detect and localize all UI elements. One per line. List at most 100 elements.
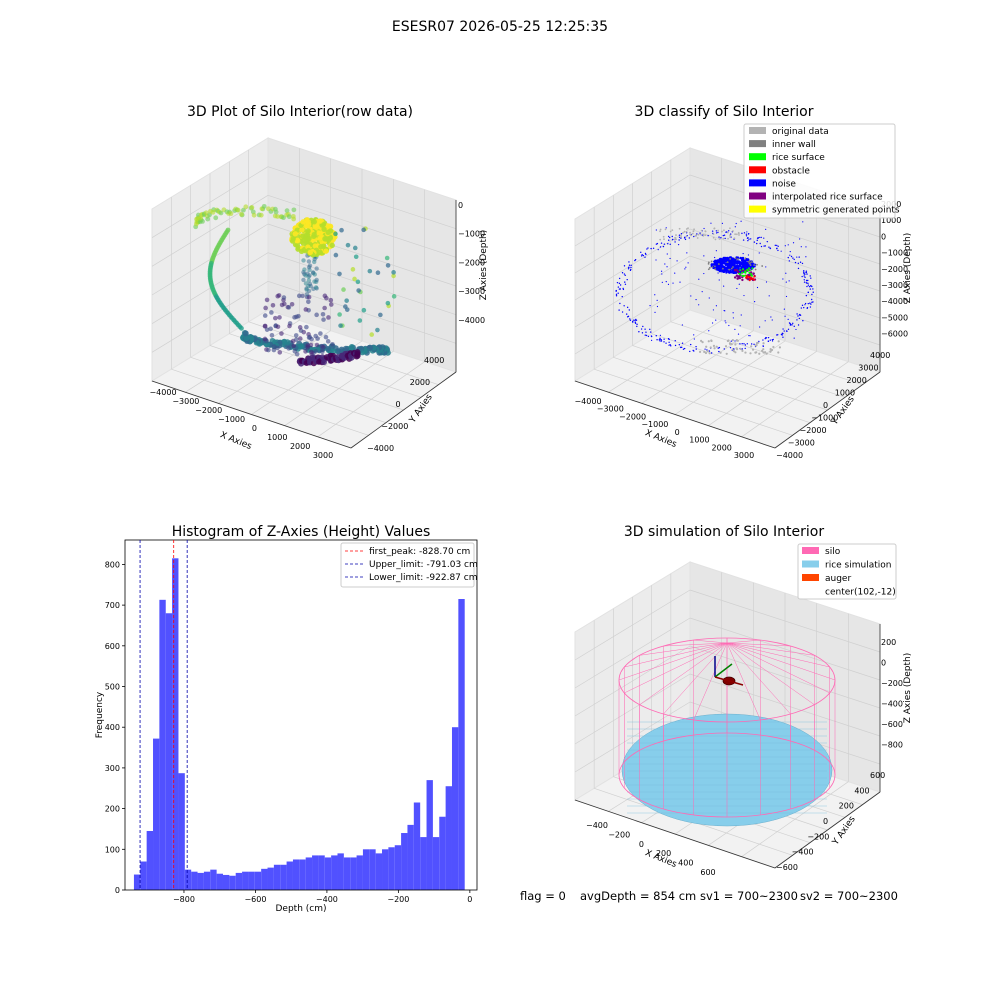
data-point xyxy=(205,216,211,222)
data-point xyxy=(718,236,720,238)
data-point xyxy=(804,273,806,275)
data-point xyxy=(325,229,331,236)
data-point xyxy=(714,256,716,259)
data-point xyxy=(713,227,716,230)
data-point xyxy=(806,307,808,310)
histogram-bar xyxy=(394,845,402,890)
data-point xyxy=(724,237,726,240)
data-point xyxy=(764,245,767,247)
histogram-bar xyxy=(216,873,223,890)
data-point xyxy=(703,272,705,275)
data-point xyxy=(801,275,803,278)
data-point xyxy=(745,233,748,235)
data-point xyxy=(715,230,718,232)
data-point xyxy=(744,257,747,260)
data-point xyxy=(669,230,672,233)
x-tick-label: 3000 xyxy=(313,451,333,460)
data-point xyxy=(622,287,624,290)
data-point xyxy=(743,294,745,297)
grid-line xyxy=(267,166,457,229)
data-point xyxy=(729,227,731,230)
data-point xyxy=(615,293,618,296)
data-point xyxy=(310,270,316,275)
data-point xyxy=(727,266,730,269)
data-point xyxy=(764,320,766,322)
histogram-bar xyxy=(197,872,204,890)
data-point xyxy=(343,304,348,309)
data-point xyxy=(715,250,717,252)
data-point xyxy=(717,229,720,232)
data-point xyxy=(687,262,689,264)
histogram-bar xyxy=(248,871,255,890)
data-point xyxy=(712,233,715,236)
data-point xyxy=(645,331,647,333)
z-tick-label: −4000 xyxy=(881,297,908,306)
data-point xyxy=(739,325,741,327)
data-point xyxy=(680,236,683,238)
data-point xyxy=(714,268,717,271)
data-point xyxy=(745,274,748,277)
y-tick-label: 0 xyxy=(396,400,401,409)
data-point xyxy=(811,293,813,296)
legend-swatch xyxy=(749,179,766,187)
z-tick-label: −6000 xyxy=(881,330,908,339)
data-point xyxy=(656,305,659,308)
data-point xyxy=(304,287,309,292)
data-point xyxy=(684,268,686,270)
histogram-bar xyxy=(165,613,173,890)
data-point xyxy=(747,254,750,256)
data-point xyxy=(321,226,327,233)
data-point xyxy=(630,264,632,267)
data-point xyxy=(722,237,725,240)
data-point xyxy=(659,228,662,231)
data-point xyxy=(739,343,741,345)
data-point xyxy=(302,267,307,272)
data-point xyxy=(796,319,798,321)
data-point xyxy=(618,277,621,280)
data-point xyxy=(677,244,680,246)
data-point xyxy=(683,237,686,239)
histogram-bar xyxy=(159,599,166,890)
data-point xyxy=(304,324,309,330)
data-point xyxy=(647,247,649,249)
data-point xyxy=(789,324,792,326)
data-point xyxy=(264,327,270,332)
data-point xyxy=(797,267,800,270)
data-point xyxy=(707,268,710,271)
data-point xyxy=(357,318,363,323)
data-point xyxy=(301,237,308,243)
histogram-bar xyxy=(375,853,383,890)
data-point xyxy=(725,262,728,265)
data-point xyxy=(727,237,729,240)
raw-z-axis-label: Z Axies (Depth) xyxy=(479,230,489,301)
data-point xyxy=(741,261,744,264)
data-point xyxy=(663,341,665,343)
data-point xyxy=(760,236,762,239)
data-point xyxy=(644,334,646,336)
data-point xyxy=(787,318,789,320)
legend-frame xyxy=(797,543,897,600)
data-point xyxy=(624,283,627,285)
data-point xyxy=(266,347,271,353)
data-point xyxy=(315,336,320,341)
data-point xyxy=(736,258,739,261)
data-point xyxy=(737,333,740,335)
data-point xyxy=(709,346,712,349)
y-tick-label: 0 xyxy=(823,401,828,410)
data-point xyxy=(762,345,765,348)
data-point xyxy=(291,343,297,349)
data-point xyxy=(655,229,657,231)
data-point xyxy=(802,221,804,223)
data-point xyxy=(659,246,662,248)
data-point xyxy=(714,265,716,268)
data-point xyxy=(667,243,669,245)
data-point xyxy=(320,347,325,353)
data-point xyxy=(330,341,335,347)
histogram-bar xyxy=(388,847,395,890)
data-point xyxy=(708,350,711,352)
data-point xyxy=(792,242,795,244)
legend-label: noise xyxy=(772,179,796,189)
histogram-bar xyxy=(331,855,338,890)
data-point xyxy=(291,207,297,213)
data-point xyxy=(286,346,292,351)
